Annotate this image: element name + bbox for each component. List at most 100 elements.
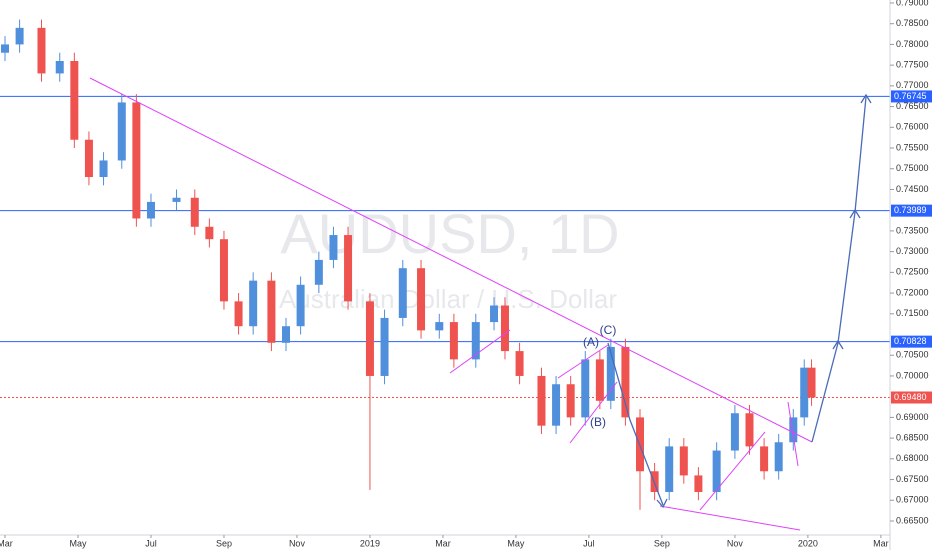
candle-body [712, 450, 721, 492]
x-tick-label: Mar [0, 538, 13, 548]
candle-body [621, 346, 630, 418]
candle-body [0, 44, 9, 53]
candle-body [694, 475, 703, 492]
price-badge [891, 204, 932, 217]
y-tick-label: 0.73500 [896, 225, 929, 235]
candle-body [537, 375, 546, 426]
candle-body [84, 139, 93, 178]
candle-body [552, 384, 561, 426]
candle-body [760, 446, 769, 472]
candle-body [70, 61, 79, 140]
y-tick-label: 0.66500 [896, 515, 929, 525]
candle-body [344, 235, 353, 302]
y-tick-label: 0.78000 [896, 39, 929, 49]
y-tick-label: 0.78500 [896, 18, 929, 28]
x-tick-label: Nov [727, 538, 744, 548]
x-tick-label: Mar [873, 538, 889, 548]
y-tick-label: 0.76500 [896, 101, 929, 111]
x-tick-label: 2020 [798, 538, 818, 548]
watermark-description: Australian Dollar / U.S. Dollar [279, 284, 617, 314]
y-tick-label: 0.68500 [896, 432, 929, 442]
price-badge [891, 90, 932, 103]
candle-body [774, 442, 783, 472]
y-tick-label: 0.72000 [896, 287, 929, 297]
y-tick-label: 0.79000 [896, 0, 929, 7]
candle-body [172, 197, 181, 202]
candle-body [282, 326, 291, 343]
candle-body [99, 160, 108, 178]
candle-body [296, 284, 305, 327]
y-tick-label: 0.73000 [896, 246, 929, 256]
y-tick-label: 0.76000 [896, 122, 929, 132]
wave-label: (C) [600, 323, 617, 337]
candle-body [515, 351, 524, 376]
wave-label: (B) [590, 415, 606, 429]
candle-body [606, 346, 615, 401]
price-badge-label: 0.76745 [894, 91, 927, 101]
y-tick-label: 0.67000 [896, 495, 929, 505]
candle-body [55, 61, 64, 74]
y-tick-label: 0.77500 [896, 60, 929, 70]
candle-body [807, 367, 816, 398]
projection-arrows [607, 93, 872, 509]
y-tick-label: 0.75000 [896, 163, 929, 173]
candle-body [679, 446, 688, 476]
y-tick-label: 0.70500 [896, 350, 929, 360]
y-tick-label: 0.74500 [896, 184, 929, 194]
x-tick-label: May [69, 538, 87, 548]
price-badge [891, 335, 932, 348]
candle-body [146, 201, 155, 219]
candle-body [581, 359, 590, 418]
candle-body [234, 301, 243, 327]
wave-label: (A) [583, 335, 599, 349]
price-badge-label: 0.73989 [894, 205, 927, 215]
x-tick-label: 2019 [360, 538, 380, 548]
candle-body [730, 413, 739, 451]
candle-body [15, 27, 24, 45]
candle-body [329, 235, 338, 260]
candle-body [398, 268, 407, 318]
x-tick-label: Jul [583, 538, 595, 548]
y-tick-label: 0.68000 [896, 453, 929, 463]
candle-body [117, 102, 126, 161]
candle-body [249, 280, 258, 327]
x-tick-label: Sep [216, 538, 232, 548]
candle-body [205, 226, 214, 240]
candle-body [449, 322, 458, 360]
x-tick-label: Nov [289, 538, 306, 548]
x-tick-label: Jul [145, 538, 157, 548]
candle-body [665, 446, 674, 492]
candle-body [365, 301, 374, 376]
y-tick-label: 0.77000 [896, 80, 929, 90]
candle-body [566, 384, 575, 418]
y-tick-label: 0.75500 [896, 142, 929, 152]
candle-body [435, 322, 444, 331]
y-tick-label: 0.70000 [896, 370, 929, 380]
y-tick-label: 0.71500 [896, 308, 929, 318]
trend-lines [89, 77, 813, 531]
x-tick-label: May [507, 538, 525, 548]
candle-body [190, 197, 199, 227]
candle-body [471, 322, 480, 360]
x-tick-label: Sep [654, 538, 670, 548]
candle-body [380, 317, 389, 376]
price-badge [891, 391, 932, 404]
y-tick-label: 0.72500 [896, 267, 929, 277]
y-tick-label: 0.69000 [896, 412, 929, 422]
candle-body [595, 359, 604, 401]
candle-body [500, 305, 509, 352]
candle-body [314, 259, 323, 285]
candle-body [219, 239, 228, 302]
candle-body [417, 268, 426, 331]
y-tick-label: 0.67500 [896, 474, 929, 484]
candle-body [267, 280, 276, 343]
price-badge-label: 0.70828 [894, 336, 927, 346]
candle-body [745, 413, 754, 447]
candle-body [490, 305, 499, 323]
candle-body [800, 367, 809, 418]
x-tick-label: Mar [435, 538, 451, 548]
candle-body [37, 27, 46, 74]
price-badge-label: 0.69480 [894, 392, 927, 402]
candle-body [132, 102, 141, 219]
